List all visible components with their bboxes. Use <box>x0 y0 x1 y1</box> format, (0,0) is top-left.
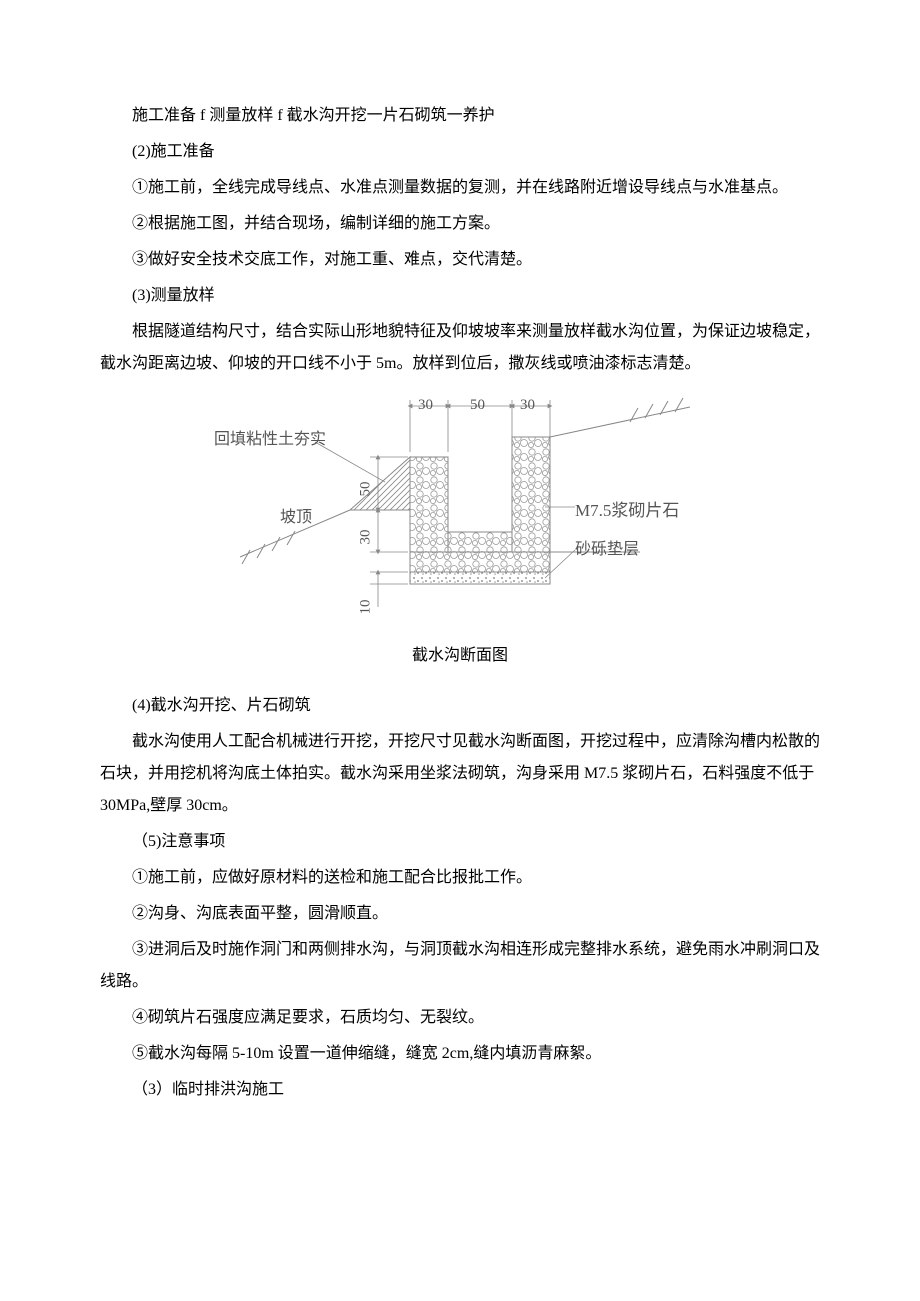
paragraph-5d: ④砌筑片石强度应满足要求，石质均匀、无裂纹。 <box>100 1002 820 1034</box>
dim-top-2: 50 <box>470 390 485 420</box>
paragraph-2a: ①施工前，全线完成导线点、水准点测量数据的复测，并在线路附近增设导线点与水准基点… <box>100 172 820 204</box>
figure-caption: 截水沟断面图 <box>412 640 508 672</box>
dim-top-1: 30 <box>418 390 433 420</box>
paragraph-4a: 截水沟使用人工配合机械进行开挖，开挖尺寸见截水沟断面图，开挖过程中，应清除沟槽内… <box>100 726 820 822</box>
paragraph-flow: 施工准备 f 测量放样 f 截水沟开挖一片石砌筑一养护 <box>100 100 820 132</box>
heading-5: （5)注意事项 <box>100 826 820 858</box>
label-bedding: 砂砾垫层 <box>575 534 639 566</box>
paragraph-5c: ③进洞后及时施作洞门和两侧排水沟，与洞顶截水沟相连形成完整排水系统，避免雨水冲刷… <box>100 934 820 998</box>
paragraph-2b: ②根据施工图，并结合现场，编制详细的施工方案。 <box>100 208 820 240</box>
heading-3: (3)测量放样 <box>100 280 820 312</box>
paragraph-5b: ②沟身、沟底表面平整，圆滑顺直。 <box>100 898 820 930</box>
paragraph-5a: ①施工前，应做好原材料的送检和施工配合比报批工作。 <box>100 862 820 894</box>
dim-left-1: 50 <box>351 482 381 497</box>
heading-2: (2)施工准备 <box>100 136 820 168</box>
label-slope: 坡顶 <box>280 502 312 534</box>
dim-top-3: 30 <box>520 390 535 420</box>
dim-left-2: 30 <box>351 530 381 545</box>
dim-left-3: 10 <box>351 600 381 615</box>
heading-4: (4)截水沟开挖、片石砌筑 <box>100 690 820 722</box>
paragraph-5e: ⑤截水沟每隔 5-10m 设置一道伸缩缝，缝宽 2cm,缝内填沥青麻絮。 <box>100 1038 820 1070</box>
figure-container: 30 50 30 50 30 10 回填粘性土夯实 坡顶 M7.5浆砌片石 砂砾… <box>100 392 820 672</box>
label-backfill: 回填粘性土夯实 <box>214 424 326 456</box>
cross-section-diagram: 30 50 30 50 30 10 回填粘性土夯实 坡顶 M7.5浆砌片石 砂砾… <box>220 392 700 622</box>
label-masonry: M7.5浆砌片石 <box>575 494 679 528</box>
paragraph-3a: 根据隧道结构尺寸，结合实际山形地貌特征及仰坡坡率来测量放样截水沟位置，为保证边坡… <box>100 316 820 380</box>
paragraph-2c: ③做好安全技术交底工作，对施工重、难点，交代清楚。 <box>100 244 820 276</box>
heading-6: （3）临时排洪沟施工 <box>100 1074 820 1106</box>
